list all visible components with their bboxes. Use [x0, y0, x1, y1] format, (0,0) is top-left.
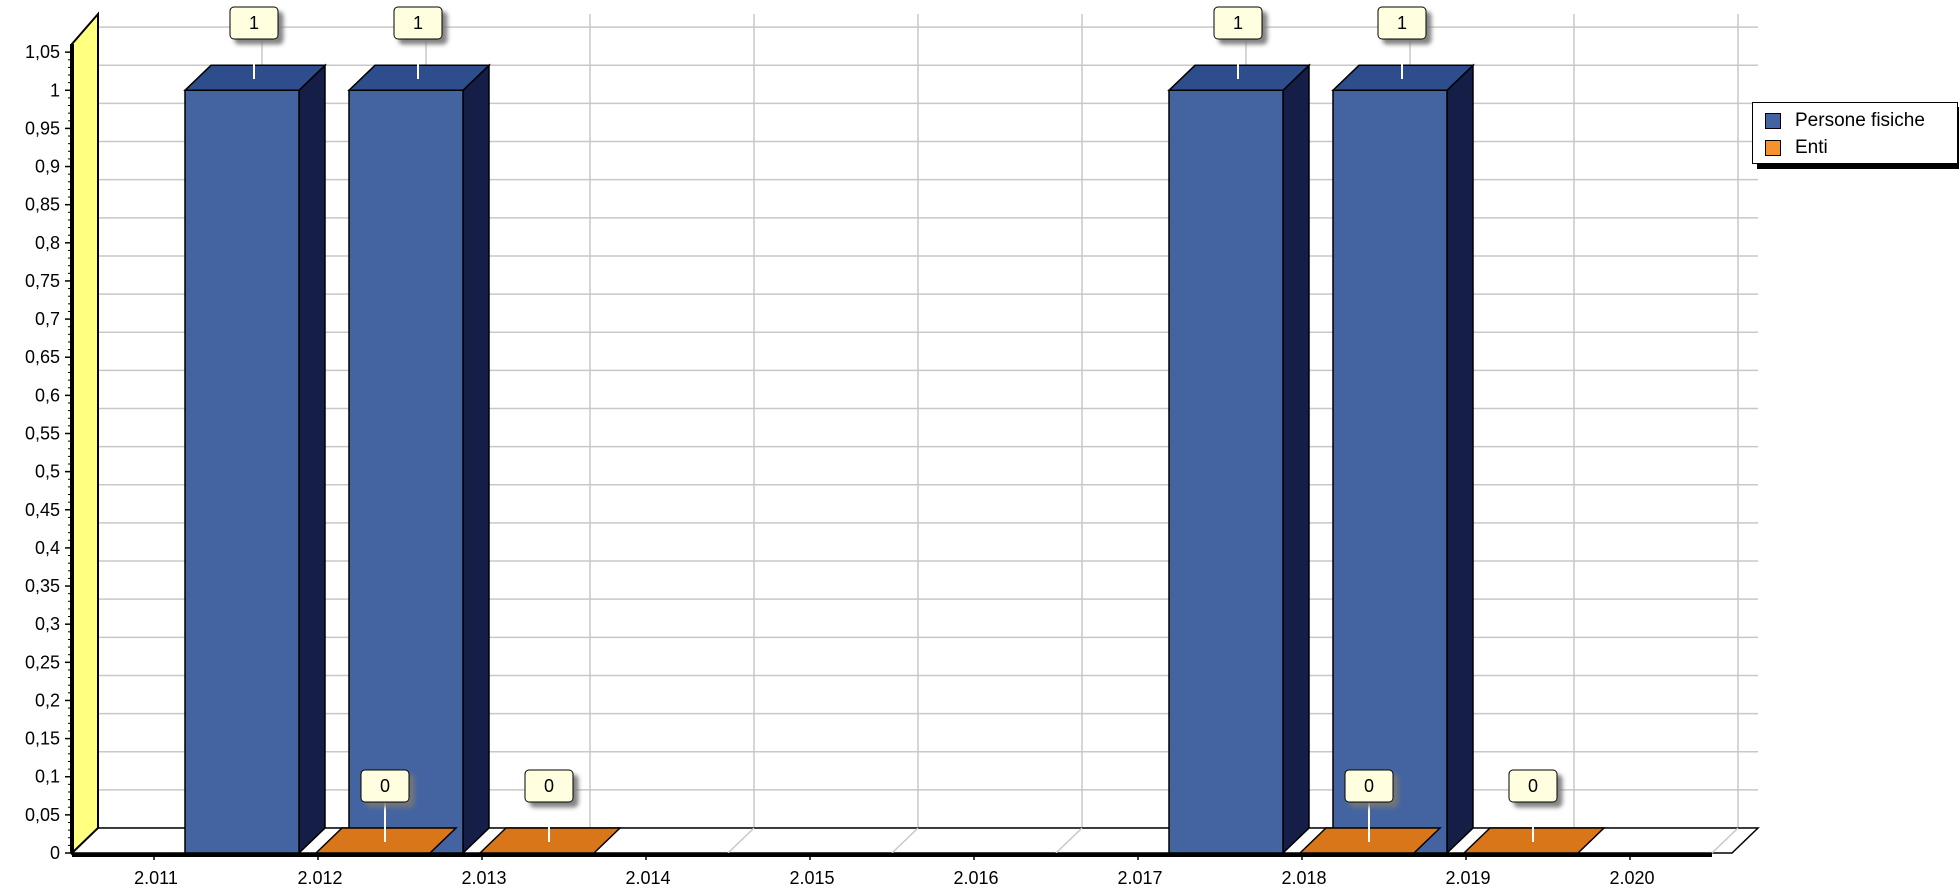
- x-tick-label: 2.012: [297, 868, 342, 888]
- x-tick-label: 2.014: [625, 868, 670, 888]
- data-label-box: [360, 769, 410, 803]
- y-tick-label: 0: [50, 843, 60, 863]
- legend-label-persone-fisiche: Persone fisiche: [1795, 109, 1925, 131]
- bar-persone-fisiche: [1167, 63, 1311, 855]
- data-label: 0: [544, 776, 554, 796]
- data-label: 0: [380, 776, 390, 796]
- floor-grid-line: [727, 827, 755, 854]
- y-tick-label: 0,8: [35, 233, 60, 253]
- y-tick-label: 0,6: [35, 385, 60, 405]
- bar-persone-fisiche: [1331, 63, 1475, 855]
- bar-persone-fisiche: [347, 63, 491, 855]
- x-tick-label: 2.013: [461, 868, 506, 888]
- x-tick-label: 2.018: [1281, 868, 1326, 888]
- y-tick-label: 0,1: [35, 767, 60, 787]
- bar-side: [298, 63, 326, 855]
- bar-front: [1332, 89, 1448, 854]
- y-tick-label: 1,05: [25, 42, 60, 62]
- y-tick-label: 0,3: [35, 614, 60, 634]
- legend-item-persone-fisiche: Persone fisiche: [1753, 107, 1957, 134]
- bar-front: [348, 89, 464, 854]
- data-label-box: [1344, 769, 1394, 803]
- legend-swatch-persone-fisiche: [1765, 112, 1781, 129]
- data-label-box: [1508, 769, 1558, 803]
- data-label: 0: [1528, 776, 1538, 796]
- bar-persone-fisiche: [183, 63, 327, 855]
- data-label-box: [524, 769, 574, 803]
- y-tick-label: 0,65: [25, 347, 60, 367]
- y-tick-label: 0,75: [25, 271, 60, 291]
- x-tick-label: 2.017: [1117, 868, 1162, 888]
- legend-swatch-enti: [1765, 139, 1781, 156]
- y-tick-label: 0,5: [35, 462, 60, 482]
- chart-legend: Persone fisiche Enti: [1752, 102, 1958, 164]
- y-tick-label: 0,55: [25, 424, 60, 444]
- y-tick-label: 0,4: [35, 538, 60, 558]
- floor-grid-line: [1711, 827, 1739, 854]
- data-label-box: [229, 6, 279, 40]
- bar-front: [1168, 89, 1284, 854]
- data-label-box: [1213, 6, 1263, 40]
- data-label: 0: [1364, 776, 1374, 796]
- y-tick-label: 0,2: [35, 690, 60, 710]
- x-tick-label: 2.011: [134, 868, 178, 888]
- data-label-box: [393, 6, 443, 40]
- x-tick-label: 2.015: [789, 868, 834, 888]
- data-label-box: [1377, 6, 1427, 40]
- y-tick-label: 0,45: [25, 500, 60, 520]
- y-tick-label: 0,95: [25, 118, 60, 138]
- y-tick-label: 0,85: [25, 195, 60, 215]
- floor-grid-line: [1055, 827, 1083, 854]
- legend-label-enti: Enti: [1795, 136, 1828, 158]
- x-tick-label: 2.020: [1609, 868, 1654, 888]
- y-tick-label: 0,9: [35, 157, 60, 177]
- data-label: 1: [413, 13, 423, 33]
- y-tick-label: 0,15: [25, 729, 60, 749]
- bar-side: [462, 63, 490, 855]
- data-label: 1: [1233, 13, 1243, 33]
- y-tick-label: 0,35: [25, 576, 60, 596]
- x-tick-label: 2.019: [1445, 868, 1490, 888]
- data-label: 1: [1397, 13, 1407, 33]
- y-axis-wall: [71, 11, 99, 856]
- bar-side: [1282, 63, 1310, 855]
- bar-front: [184, 89, 300, 854]
- floor-grid-line: [891, 827, 919, 854]
- x-tick-label: 2.016: [953, 868, 998, 888]
- legend-item-enti: Enti: [1753, 134, 1957, 161]
- data-label: 1: [249, 13, 259, 33]
- y-tick-label: 1: [50, 80, 60, 100]
- bar-side: [1446, 63, 1474, 855]
- y-tick-label: 0,25: [25, 652, 60, 672]
- y-tick-label: 0,05: [25, 805, 60, 825]
- y-tick-label: 0,7: [35, 309, 60, 329]
